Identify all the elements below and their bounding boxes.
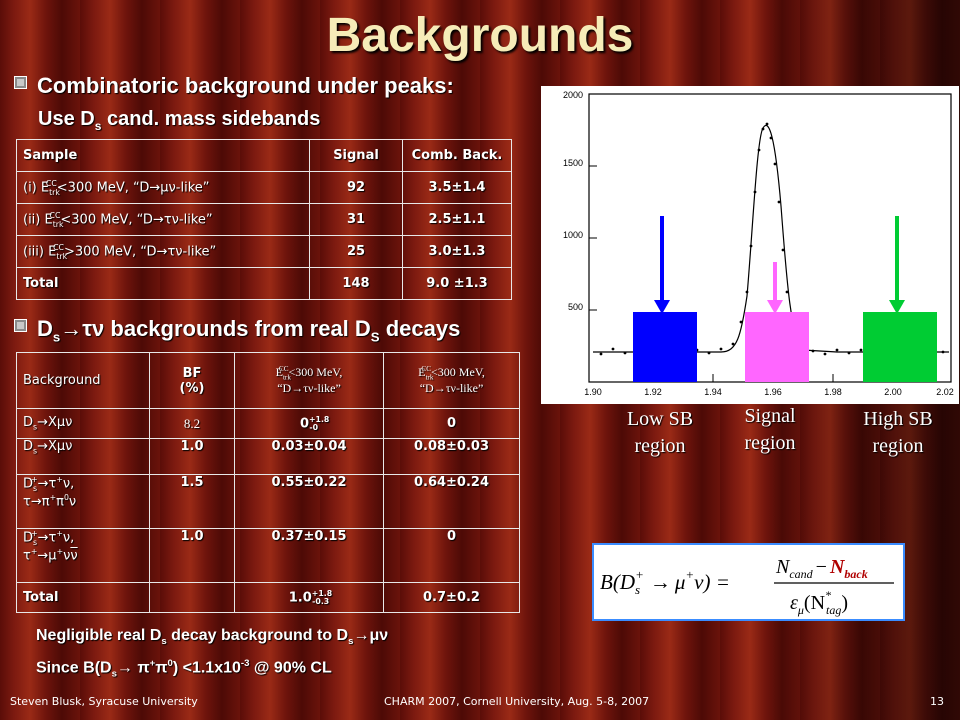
bf-cell: 1.5 bbox=[149, 474, 235, 529]
x-tick-label: 1.96 bbox=[764, 387, 782, 397]
total-col3: 1.0+1.8-0.3 bbox=[234, 582, 384, 613]
formula-lhs: B(Ds+ → μ+ν) = bbox=[600, 567, 730, 597]
high-sb-region-label: High SB region bbox=[863, 408, 933, 457]
y-tick-label: 1000 bbox=[563, 230, 583, 240]
low-sb-arrowhead bbox=[654, 300, 670, 314]
background-cell: Ds→Xμν bbox=[16, 408, 150, 439]
signal-cell: 25 bbox=[309, 235, 403, 268]
x-tick-label: 2.02 bbox=[936, 387, 954, 397]
comb-back-cell: 3.0±1.3 bbox=[402, 235, 512, 268]
table-row: Ds→Xμν 8.2 0+1.8-0 0 bbox=[16, 408, 520, 439]
header-sample: Sample bbox=[16, 139, 310, 172]
note-line-1: Negligible real Ds decay background to D… bbox=[36, 627, 389, 648]
table-header-row: Background BF (%) EtrkCC<300 MeV, “D→τν-li… bbox=[16, 352, 520, 409]
header-col4: EtrkCC<300 MeV, “D→τν-like” bbox=[383, 352, 520, 409]
signal-region-label: Signal region bbox=[744, 405, 796, 454]
y-tick-label: 1500 bbox=[563, 158, 583, 168]
signal-region-box bbox=[745, 312, 809, 382]
mass-spectrum-plot: 2000 1500 1000 500 1.90 1.92 1.94 1.96 1… bbox=[541, 86, 959, 404]
col4-cell: 0.64±0.24 bbox=[383, 474, 520, 529]
comb-back-cell: 2.5±1.1 bbox=[402, 203, 512, 236]
table-total-row: Total 1.0+1.8-0.3 0.7±0.2 bbox=[16, 582, 520, 613]
sample-cell: (iii) EtrkCC>300 MeV, “D→τν-like” bbox=[16, 235, 310, 268]
total-signal: 148 bbox=[309, 267, 403, 300]
slide-title: Backgrounds bbox=[326, 9, 634, 62]
negligible-background-note: Negligible real Ds decay background to D… bbox=[36, 625, 388, 686]
mass-spectrum-svg: 2000 1500 1000 500 1.90 1.92 1.94 1.96 1… bbox=[563, 90, 954, 397]
total-label: Total bbox=[16, 582, 150, 613]
signal-arrowhead bbox=[767, 300, 783, 314]
col4-cell: 0.08±0.03 bbox=[383, 438, 520, 475]
formula-svg: B(Ds+ → μ+ν) = Ncand − Nback εμ(N* tag) bbox=[600, 556, 894, 617]
branching-fraction-formula: B(Ds+ → μ+ν) = Ncand − Nback εμ(N* tag) bbox=[592, 543, 905, 621]
sample-cell: (i) EtrkCC<300 MeV, “D→μν-like” bbox=[16, 171, 310, 204]
bullet-combinatoric: Combinatoric background under peaks: bbox=[14, 73, 454, 99]
low-sb-region-box bbox=[633, 312, 697, 382]
high-sb-arrowhead bbox=[889, 300, 905, 314]
high-sb-region-box bbox=[863, 312, 937, 382]
total-label: Total bbox=[16, 267, 310, 300]
real-ds-background-table: Background BF (%) EtrkCC<300 MeV, “D→τν-li… bbox=[16, 352, 520, 613]
bf-cell: 1.0 bbox=[149, 528, 235, 583]
col4-cell: 0 bbox=[383, 528, 520, 583]
table-row: Ds+→τ+ν, τ+→μ+νν 1.0 0.37±0.15 0 bbox=[16, 528, 520, 583]
col3-cell: 0.03±0.04 bbox=[234, 438, 384, 475]
bullet-sidebands: Use Ds cand. mass sidebands bbox=[38, 108, 321, 133]
footer-author: Steven Blusk, Syracuse University bbox=[10, 695, 198, 708]
x-tick-label: 2.00 bbox=[884, 387, 902, 397]
bf-cell: 1.0 bbox=[149, 438, 235, 475]
footer-slide-number: 13 bbox=[930, 695, 944, 708]
bf-cell: 8.2 bbox=[149, 408, 235, 439]
header-bf: BF (%) bbox=[149, 352, 235, 409]
col3-cell: 0.37±0.15 bbox=[234, 528, 384, 583]
footer-conference: CHARM 2007, Cornell University, Aug. 5-8… bbox=[384, 695, 650, 708]
table-total-row: Total 148 9.0 ±1.3 bbox=[16, 267, 512, 300]
y-tick-label: 500 bbox=[568, 302, 583, 312]
total-bf bbox=[149, 582, 235, 613]
background-cell: Ds+→τ+ν, τ→π+π0ν bbox=[16, 474, 150, 529]
x-tick-label: 1.90 bbox=[584, 387, 602, 397]
signal-cell: 92 bbox=[309, 171, 403, 204]
table-row: Ds→Xμν 1.0 0.03±0.04 0.08±0.03 bbox=[16, 438, 520, 475]
table-row: (ii) EtrkCC<300 MeV, “D→τν-like” 31 2.5±… bbox=[16, 203, 512, 236]
total-comb-back: 9.0 ±1.3 bbox=[402, 267, 512, 300]
header-col3: EtrkCC<300 MeV, “D→τν-like” bbox=[234, 352, 384, 409]
table-row: (i) EtrkCC<300 MeV, “D→μν-like” 92 3.5±1… bbox=[16, 171, 512, 204]
background-cell: Ds→Xμν bbox=[16, 438, 150, 475]
sample-cell: (ii) EtrkCC<300 MeV, “D→τν-like” bbox=[16, 203, 310, 236]
comb-back-cell: 3.5±1.4 bbox=[402, 171, 512, 204]
note-line-2: Since B(Ds→ π+π0) <1.1x10-3 @ 90% CL bbox=[36, 658, 332, 680]
formula-denominator: εμ(N* tag) bbox=[790, 588, 848, 617]
total-col4: 0.7±0.2 bbox=[383, 582, 520, 613]
header-signal: Signal bbox=[309, 139, 403, 172]
y-tick-label: 2000 bbox=[563, 90, 583, 100]
x-tick-label: 1.98 bbox=[824, 387, 842, 397]
combinatoric-background-table: Sample Signal Comb. Back. (i) EtrkCC<300… bbox=[16, 139, 512, 300]
background-cell: Ds+→τ+ν, τ+→μ+νν bbox=[16, 528, 150, 583]
x-tick-label: 1.94 bbox=[704, 387, 722, 397]
x-tick-label: 1.92 bbox=[644, 387, 662, 397]
table-row: (iii) EtrkCC>300 MeV, “D→τν-like” 25 3.0… bbox=[16, 235, 512, 268]
formula-numerator: Ncand − Nback bbox=[775, 556, 868, 581]
header-background: Background bbox=[16, 352, 150, 409]
low-sb-region-label: Low SB region bbox=[626, 408, 694, 457]
bullet-real-ds-decays: Ds→τν backgrounds from real DS decays bbox=[14, 316, 460, 344]
signal-cell: 31 bbox=[309, 203, 403, 236]
table-row: Ds+→τ+ν, τ→π+π0ν 1.5 0.55±0.22 0.64±0.24 bbox=[16, 474, 520, 529]
header-comb-back: Comb. Back. bbox=[402, 139, 512, 172]
table-header-row: Sample Signal Comb. Back. bbox=[16, 139, 512, 172]
col3-cell: 0.55±0.22 bbox=[234, 474, 384, 529]
square-bullet-icon bbox=[14, 319, 27, 332]
square-bullet-icon bbox=[14, 76, 27, 89]
col4-cell: 0 bbox=[383, 408, 520, 439]
col3-cell: 0+1.8-0 bbox=[234, 408, 384, 439]
